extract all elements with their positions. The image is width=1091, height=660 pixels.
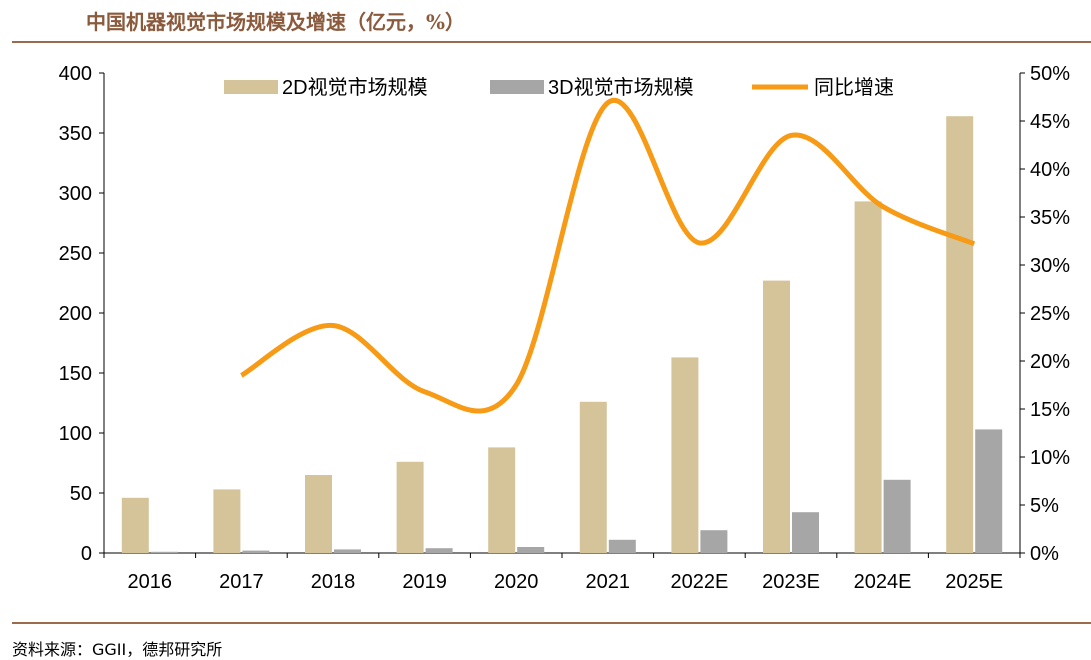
y-left-tick-label: 50 xyxy=(70,483,92,505)
y-right-tick-label: 25% xyxy=(1030,303,1070,325)
y-right-tick-label: 0% xyxy=(1030,543,1059,565)
bar-3d xyxy=(608,539,636,553)
bar-3d xyxy=(975,429,1003,553)
bar-3d xyxy=(334,549,361,553)
bar-3d xyxy=(242,550,270,553)
bar-3d xyxy=(792,512,819,553)
y-left-tick-label: 200 xyxy=(59,303,92,325)
y-left-tick-label: 400 xyxy=(59,63,92,85)
bar-3d xyxy=(425,548,453,553)
bar-3d xyxy=(883,479,911,553)
x-tick-label: 2018 xyxy=(311,571,356,593)
x-tick-label: 2022E xyxy=(670,571,728,593)
title-divider xyxy=(12,41,1091,43)
y-right-tick-label: 20% xyxy=(1030,351,1070,373)
y-left-tick-label: 250 xyxy=(59,243,92,265)
chart-title: 中国机器视觉市场规模及增速（亿元，%） xyxy=(86,10,466,34)
y-right-tick-label: 5% xyxy=(1030,495,1059,517)
y-right-tick-label: 40% xyxy=(1030,159,1070,181)
y-left-tick-label: 100 xyxy=(59,423,92,445)
y-left-tick-label: 350 xyxy=(59,123,92,145)
x-tick-label: 2023E xyxy=(762,571,820,593)
legend-swatch-3d xyxy=(490,80,544,94)
source-note: 资料来源：GGII，德邦研究所 xyxy=(12,640,223,659)
bar-3d xyxy=(700,530,728,553)
x-tick-label: 2021 xyxy=(586,571,631,593)
legend-label-3d: 3D视觉市场规模 xyxy=(548,76,694,99)
y-right-tick-label: 50% xyxy=(1030,63,1070,85)
y-left-tick-label: 150 xyxy=(59,363,92,385)
bar-2d xyxy=(121,497,149,553)
bar-2d xyxy=(854,201,882,553)
bar-3d xyxy=(150,551,178,553)
y-right-tick-label: 10% xyxy=(1030,447,1070,469)
y-left-tick-label: 300 xyxy=(59,183,92,205)
bar-2d xyxy=(946,116,974,553)
x-tick-label: 2020 xyxy=(494,571,539,593)
y-right-tick-label: 15% xyxy=(1030,399,1070,421)
market-size-chart: 0 50 100 150 200 250 300 350 400 0% 5% 10% 15% 20% 25%… xyxy=(59,63,1071,593)
footer-divider xyxy=(12,622,1091,624)
y-right-tick-label: 30% xyxy=(1030,255,1070,277)
x-tick-label: 2017 xyxy=(219,571,264,593)
bar-2d xyxy=(396,461,424,553)
bar-2d xyxy=(763,280,790,553)
bar-2d xyxy=(305,475,332,553)
growth-rate-line xyxy=(240,97,976,414)
legend-swatch-2d xyxy=(224,80,278,94)
y-left-tick-label: 0 xyxy=(81,543,92,565)
x-tick-label: 2024E xyxy=(854,571,912,593)
bar-2d xyxy=(213,489,241,553)
y-right-tick-label: 35% xyxy=(1030,207,1070,229)
bar-3d xyxy=(517,547,545,553)
bar-2d xyxy=(579,401,607,553)
bar-2d xyxy=(671,357,699,553)
x-tick-label: 2019 xyxy=(402,571,447,593)
x-tick-label: 2016 xyxy=(128,571,173,593)
x-tick-label: 2025E xyxy=(945,571,1003,593)
legend-label-growth: 同比增速 xyxy=(814,76,894,99)
y-right-tick-label: 45% xyxy=(1030,111,1070,133)
bar-2d xyxy=(488,447,516,553)
legend-label-2d: 2D视觉市场规模 xyxy=(282,76,428,99)
